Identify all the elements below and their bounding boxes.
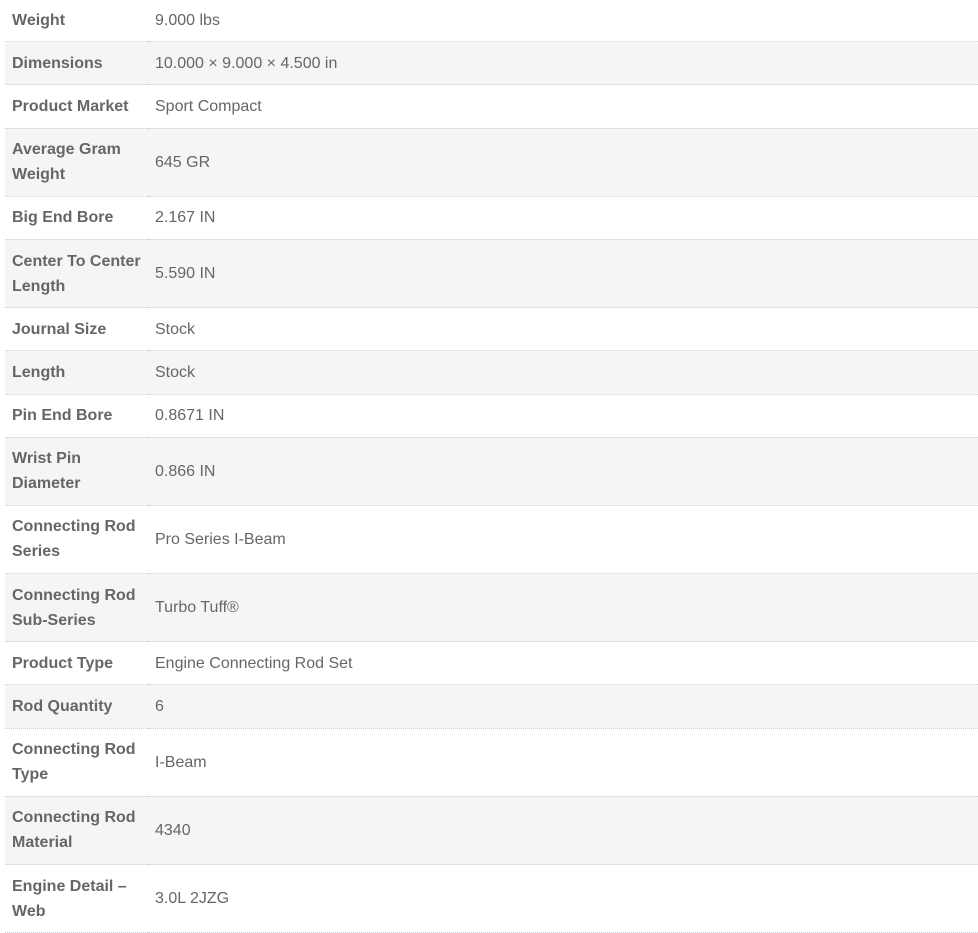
attribute-row: Wrist Pin Diameter 0.866 IN [5,437,978,506]
attribute-label: Engine Detail – Web [12,877,127,920]
attribute-value: 5.590 IN [155,265,216,283]
attribute-row: Pin End Bore 0.8671 IN [5,394,978,438]
attribute-value: Turbo Tuff® [155,599,239,617]
attribute-label: Average Gram Weight [12,141,121,184]
attribute-value: 4340 [155,821,191,839]
attribute-label: Wrist Pin Diameter [12,450,82,493]
attribute-row: Product Type Engine Connecting Rod Set [5,642,978,685]
attribute-value: 9.000 lbs [155,11,220,29]
attribute-row: Connecting Rod Series Pro Series I-Beam [5,505,978,574]
attribute-label: Big End Bore [12,209,114,227]
attribute-label: Weight [12,11,66,29]
product-attributes-table: Weight 9.000 lbs Dimensions 10.000 × 9.000 … [5,0,978,933]
attribute-label: Product Market [12,97,129,115]
attribute-value: 0.866 IN [155,462,216,480]
attribute-value: Sport Compact [155,97,262,115]
attribute-row: Big End Bore 2.167 IN [5,196,978,240]
attribute-value: Engine Connecting Rod Set [155,654,353,672]
attribute-label: Connecting Rod Material [12,809,136,852]
attribute-value: Stock [155,363,196,381]
attribute-row: Center To Center Length 5.590 IN [5,239,978,308]
attribute-row: Average Gram Weight 645 GR [5,128,978,197]
attribute-label: Rod Quantity [12,698,113,716]
attribute-value: 645 GR [155,153,211,171]
attribute-value: 2.167 IN [155,209,216,227]
attribute-row: Connecting Rod Sub-Series Turbo Tuff® [5,573,978,642]
attribute-value: Stock [155,320,196,338]
attribute-row: Product Market Sport Compact [5,85,978,129]
attribute-label: Length [12,363,66,381]
attribute-label: Journal Size [12,320,107,338]
attribute-value: 3.0L 2JZG [155,890,230,908]
attribute-label: Product Type [12,654,114,672]
attribute-row: Rod Quantity 6 [5,684,978,729]
attribute-label: Connecting Rod Sub-Series [12,586,136,629]
attribute-label: Pin End Bore [12,407,113,425]
attribute-label: Connecting Rod Type [12,741,136,784]
attribute-label: Center To Center Length [12,252,141,295]
attributes-body: Weight 9.000 lbs Dimensions 10.000 × 9.000 … [5,0,978,933]
attribute-label: Connecting Rod Series [12,518,136,561]
attribute-row: Dimensions 10.000 × 9.000 × 4.500 in [5,41,978,85]
attribute-label: Dimensions [12,54,103,72]
attribute-row: Engine Detail – Web 3.0L 2JZG [5,865,978,933]
attribute-value: I-Beam [155,753,207,771]
attribute-value: Pro Series I-Beam [155,530,286,548]
attribute-value: 0.8671 IN [155,407,225,425]
attribute-row: Weight 9.000 lbs [5,0,978,42]
attribute-value: 6 [155,698,164,716]
attribute-row: Connecting Rod Type I-Beam [5,728,978,797]
attribute-row: Connecting Rod Material 4340 [5,796,978,865]
attribute-row: Journal Size Stock [5,308,978,351]
attribute-row: Length Stock [5,350,978,394]
attribute-value: 10.000 × 9.000 × 4.500 in [155,54,338,72]
